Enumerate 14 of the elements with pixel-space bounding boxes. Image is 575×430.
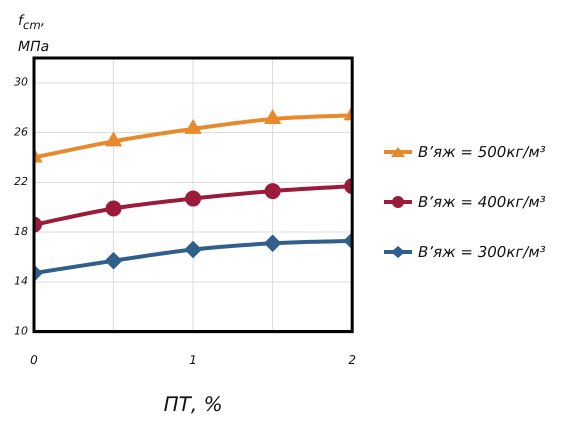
x-tick-label: 1 <box>189 352 197 367</box>
y-tick-label: 30 <box>14 76 28 89</box>
y-tick-label: 10 <box>14 324 28 338</box>
legend-label: В’яж = 400кг/м³ <box>418 193 546 211</box>
x-axis-title: ПТ, % <box>164 392 223 416</box>
legend-label: В’яж = 300кг/м³ <box>418 243 546 261</box>
y-axis-title: f$_{cm}$, МПа <box>18 12 50 57</box>
y-tick-label: 14 <box>14 274 28 288</box>
x-tick-label: 2 <box>348 352 356 367</box>
y-tick-label: 26 <box>14 125 28 138</box>
x-tick-label: 0 <box>30 352 38 367</box>
y-tick-label: 22 <box>14 175 28 188</box>
y-tick-label: 18 <box>14 224 28 238</box>
legend-label: В’яж = 500кг/м³ <box>418 143 546 161</box>
